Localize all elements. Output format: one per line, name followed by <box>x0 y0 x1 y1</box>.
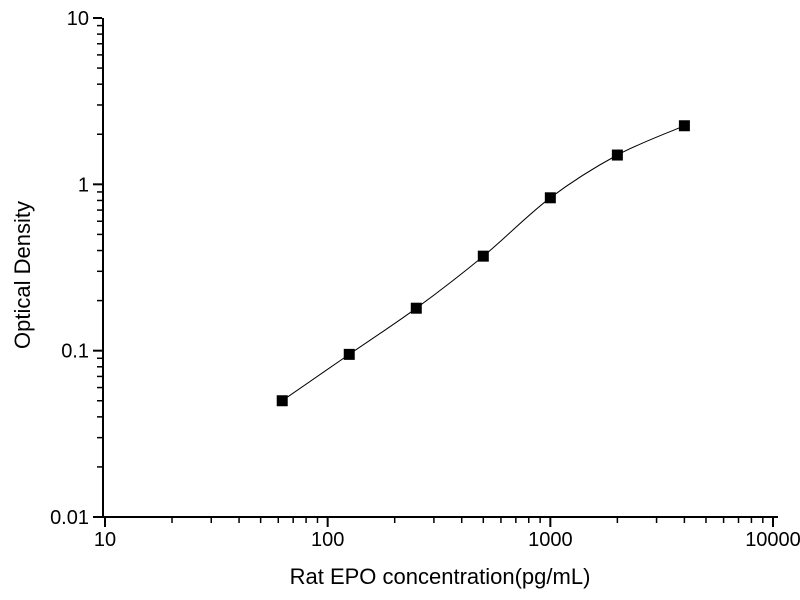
y-tick-label: 1 <box>78 174 89 196</box>
data-point-marker <box>477 250 489 262</box>
data-point-marker <box>410 302 422 314</box>
y-tick-label: 10 <box>67 8 89 30</box>
x-tick-label: 10000 <box>745 529 800 551</box>
x-tick-label: 100 <box>311 529 344 551</box>
data-point-marker <box>678 120 690 132</box>
x-tick-label: 1000 <box>528 529 573 551</box>
y-axis-title: Optical Density <box>10 201 35 349</box>
data-point-marker <box>544 192 556 204</box>
data-point-marker <box>343 348 355 360</box>
plot-area: 10 100 1000 10000 0.01 0.1 1 10 <box>50 8 800 551</box>
data-point-marker <box>611 149 623 161</box>
x-axis-title: Rat EPO concentration(pg/mL) <box>290 564 591 589</box>
data-point-marker <box>276 395 288 407</box>
y-tick-label: 0.01 <box>50 507 89 529</box>
y-tick-label: 0.1 <box>61 341 89 363</box>
x-tick-label: 10 <box>94 529 116 551</box>
